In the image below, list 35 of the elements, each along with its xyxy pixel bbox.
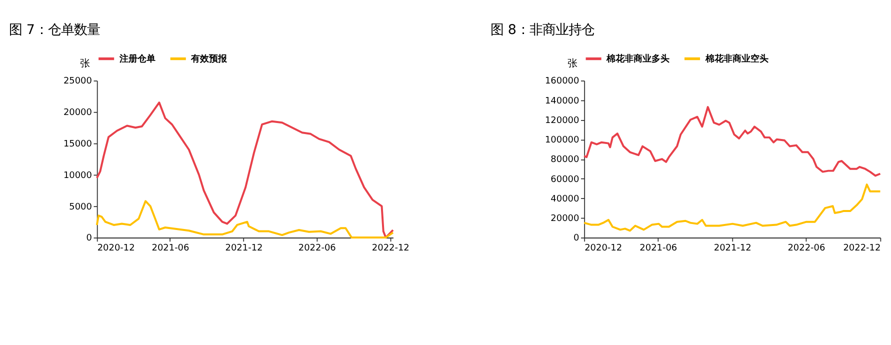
x-tick-label: 2020-12 [97, 244, 135, 254]
x-tick-label: 2022-06 [788, 244, 826, 254]
y-tick-label: 10000 [63, 170, 92, 181]
chart-title: 图 8：非商业持仓 [490, 22, 594, 38]
y-tick-label: 20000 [63, 108, 92, 118]
y-tick-label: 60000 [550, 174, 580, 185]
x-tick-label: 2021-12 [714, 244, 752, 254]
legend-label: 棉花非商业多头 [606, 53, 670, 64]
y-axis-title: 张 [80, 58, 90, 70]
y-tick-label: 100000 [544, 136, 580, 146]
x-tick-label: 2022-12 [372, 244, 410, 254]
y-tick-label: 160000 [544, 76, 580, 87]
x-tick-label: 2022-06 [298, 244, 336, 254]
x-tick-label: 2022-12 [843, 244, 881, 254]
y-tick-label: 140000 [544, 96, 580, 106]
y-tick-label: 120000 [544, 116, 580, 126]
x-tick-label: 2020-12 [584, 244, 622, 254]
x-tick-label: 2021-12 [225, 244, 263, 254]
y-tick-label: 80000 [550, 155, 580, 166]
y-tick-label: 20000 [550, 214, 580, 224]
chart-title: 图 7：仓单数量 [9, 22, 100, 38]
y-tick-label: 40000 [550, 194, 580, 204]
y-axis-title: 张 [567, 58, 578, 70]
y-tick-label: 0 [86, 234, 92, 244]
x-tick-label: 2021-06 [152, 244, 190, 254]
legend-label: 有效预报 [190, 53, 228, 64]
y-tick-label: 25000 [63, 76, 92, 87]
line-series [583, 106, 882, 177]
x-tick-label: 2021-06 [640, 244, 678, 254]
line-series [583, 184, 882, 232]
y-tick-label: 0 [573, 234, 580, 244]
legend-label: 棉花非商业空头 [704, 53, 768, 64]
y-tick-label: 15000 [63, 139, 92, 150]
y-tick-label: 5000 [69, 202, 92, 212]
legend-label: 注册仓单 [118, 53, 156, 64]
